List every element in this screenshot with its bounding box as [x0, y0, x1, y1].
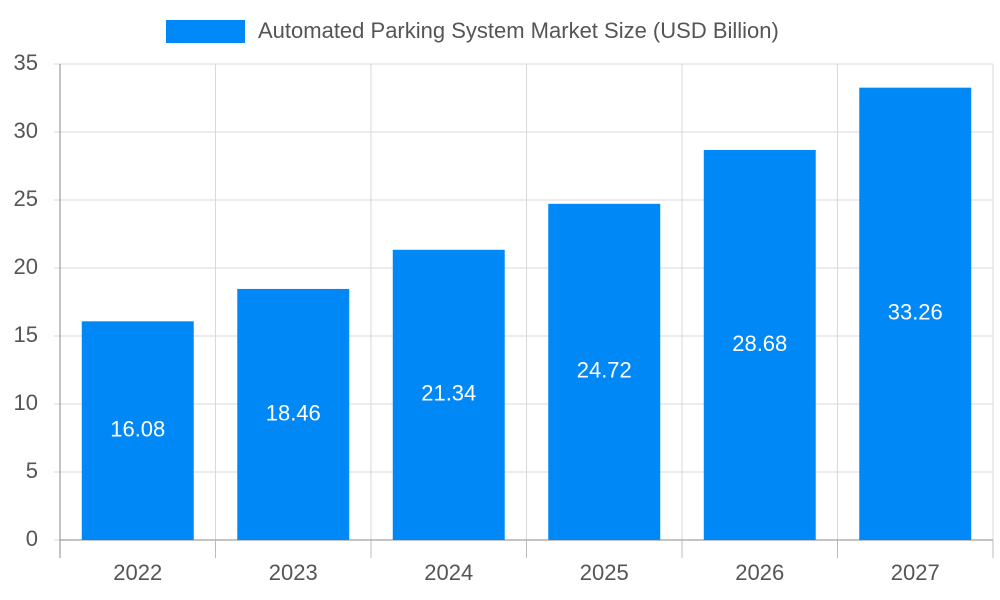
x-tick-label: 2022: [113, 560, 162, 585]
y-tick-label: 10: [14, 390, 38, 415]
data-label: 18.46: [266, 400, 321, 425]
x-tick-label: 2027: [891, 560, 940, 585]
y-tick-label: 20: [14, 254, 38, 279]
bar: [392, 249, 505, 540]
data-label: 28.68: [732, 331, 787, 356]
legend-label: Automated Parking System Market Size (US…: [258, 18, 779, 43]
data-label: 24.72: [577, 358, 632, 383]
data-label: 21.34: [421, 381, 476, 406]
x-tick-label: 2024: [424, 560, 473, 585]
bar: [237, 288, 350, 540]
x-tick-label: 2026: [735, 560, 784, 585]
y-tick-label: 30: [14, 118, 38, 143]
bar: [703, 149, 816, 540]
bar: [81, 321, 194, 540]
x-tick-label: 2025: [580, 560, 629, 585]
data-label: 16.08: [110, 416, 165, 441]
bar: [859, 87, 972, 540]
y-tick-label: 0: [26, 526, 38, 551]
y-tick-label: 5: [26, 458, 38, 483]
x-tick-label: 2023: [269, 560, 318, 585]
legend-swatch: [166, 20, 245, 43]
y-tick-label: 35: [14, 50, 38, 75]
bar: [548, 203, 661, 541]
y-tick-label: 15: [14, 322, 38, 347]
y-tick-label: 25: [14, 186, 38, 211]
data-label: 33.26: [888, 300, 943, 325]
